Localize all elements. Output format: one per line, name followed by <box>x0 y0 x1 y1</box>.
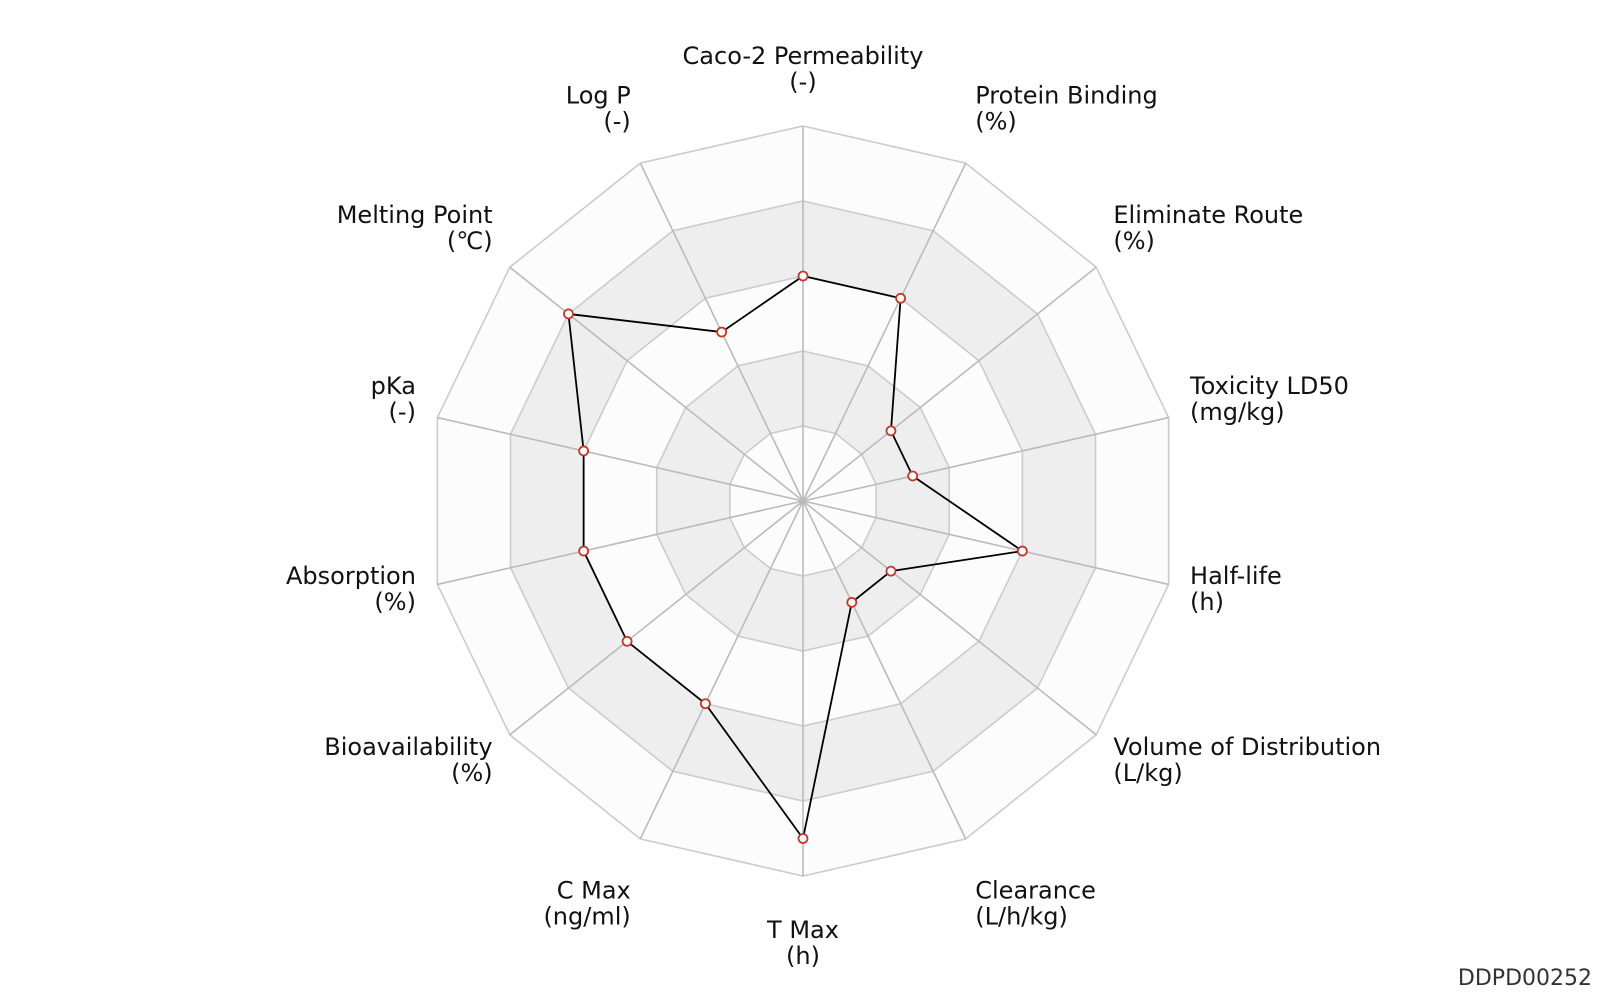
axis-label-10: Absorption <box>286 562 416 590</box>
axis-unit-5: (L/kg) <box>1113 759 1182 787</box>
radar-spoke-5 <box>802 500 1097 736</box>
axis-label-0: Caco-2 Permeability <box>683 42 924 70</box>
radar-series <box>563 270 1028 844</box>
axis-unit-0: (-) <box>789 68 816 96</box>
radar-spoke-11 <box>437 416 804 502</box>
series-point-9 <box>621 635 633 647</box>
axis-unit-13: (-) <box>603 107 630 135</box>
axis-label-8: C Max <box>557 877 631 905</box>
axis-unit-8: (ng/ml) <box>543 903 630 931</box>
radar-spoke-12 <box>509 266 804 502</box>
axis-unit-4: (h) <box>1190 588 1224 616</box>
radar-spoke-1 <box>802 162 967 502</box>
radar-spoke-2 <box>802 266 1097 502</box>
axis-unit-3: (mg/kg) <box>1190 398 1285 426</box>
series-point-3 <box>907 470 919 482</box>
axis-label-4: Half-life <box>1190 562 1282 590</box>
axis-label-9: Bioavailability <box>324 733 492 761</box>
axis-unit-7: (h) <box>786 942 820 970</box>
axis-unit-1: (%) <box>975 107 1017 135</box>
series-point-5 <box>885 565 897 577</box>
axis-unit-10: (%) <box>374 588 416 616</box>
series-point-4 <box>1016 545 1028 557</box>
series-point-0 <box>797 270 809 282</box>
radar-spoke-8 <box>639 500 804 840</box>
axis-label-1: Protein Binding <box>975 81 1157 109</box>
axis-label-7: T Max <box>766 916 839 944</box>
series-point-8 <box>699 698 711 710</box>
series-point-12 <box>563 308 574 320</box>
axis-unit-12: (℃) <box>447 227 493 255</box>
radar-spoke-9 <box>509 500 804 736</box>
axis-unit-2: (%) <box>1113 227 1155 255</box>
axis-unit-9: (%) <box>451 759 493 787</box>
series-point-13 <box>716 326 728 338</box>
radar-spoke-3 <box>802 416 1169 502</box>
series-point-6 <box>846 596 858 608</box>
radar-spoke-6 <box>802 500 967 840</box>
axis-label-5: Volume of Distribution <box>1113 733 1381 761</box>
axis-label-12: Melting Point <box>337 201 493 229</box>
axis-label-11: pKa <box>371 372 416 400</box>
compound-id: DDPD00252 <box>1458 966 1592 991</box>
series-point-10 <box>578 545 590 557</box>
radar-spoke-4 <box>802 500 1169 586</box>
axis-label-2: Eliminate Route <box>1113 201 1303 229</box>
series-point-1 <box>895 292 907 304</box>
series-point-2 <box>885 425 897 437</box>
series-point-7 <box>797 833 809 844</box>
axis-label-13: Log P <box>566 81 631 109</box>
axis-label-6: Clearance <box>975 877 1096 905</box>
axis-unit-11: (-) <box>389 398 416 426</box>
radar-spokes <box>437 126 1169 876</box>
axis-label-3: Toxicity LD50 <box>1189 372 1349 400</box>
axis-unit-6: (L/h/kg) <box>975 903 1068 931</box>
radar-spoke-10 <box>437 500 804 586</box>
series-point-11 <box>578 445 590 457</box>
axis-labels: Caco-2 Permeability(-) Protein Binding(%)… <box>286 42 1381 970</box>
